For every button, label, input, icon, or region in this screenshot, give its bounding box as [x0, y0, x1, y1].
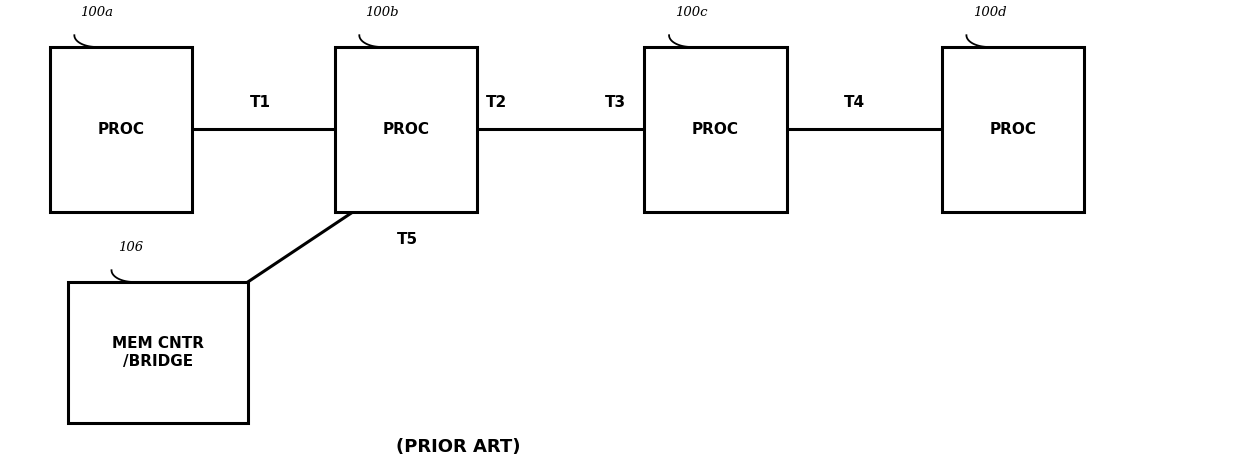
FancyBboxPatch shape [50, 47, 192, 212]
Text: PROC: PROC [98, 122, 144, 137]
Text: T2: T2 [486, 95, 507, 110]
Text: PROC: PROC [990, 122, 1036, 137]
Text: 100c: 100c [675, 6, 707, 19]
Text: 106: 106 [118, 241, 142, 254]
Text: 100b: 100b [366, 6, 399, 19]
FancyBboxPatch shape [68, 282, 248, 423]
Text: T1: T1 [250, 95, 270, 110]
Text: PROC: PROC [383, 122, 429, 137]
Text: MEM CNTR
/BRIDGE: MEM CNTR /BRIDGE [112, 337, 204, 368]
Text: 100d: 100d [973, 6, 1006, 19]
FancyBboxPatch shape [644, 47, 787, 212]
Text: (PRIOR ART): (PRIOR ART) [396, 438, 520, 456]
Text: T4: T4 [844, 95, 866, 110]
Text: PROC: PROC [693, 122, 738, 137]
Text: 100a: 100a [81, 6, 114, 19]
Text: T3: T3 [605, 95, 626, 110]
FancyBboxPatch shape [335, 47, 477, 212]
Text: T5: T5 [396, 232, 418, 247]
FancyBboxPatch shape [942, 47, 1084, 212]
